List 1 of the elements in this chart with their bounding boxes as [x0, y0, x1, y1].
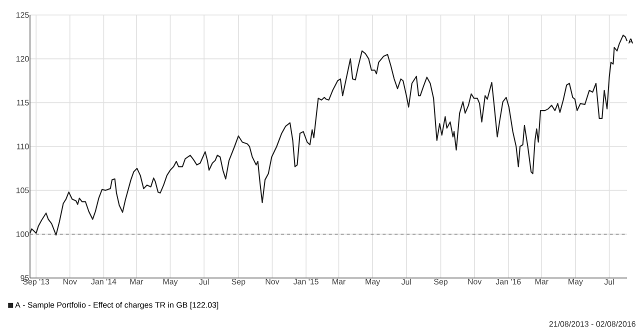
line-series — [29, 34, 628, 236]
